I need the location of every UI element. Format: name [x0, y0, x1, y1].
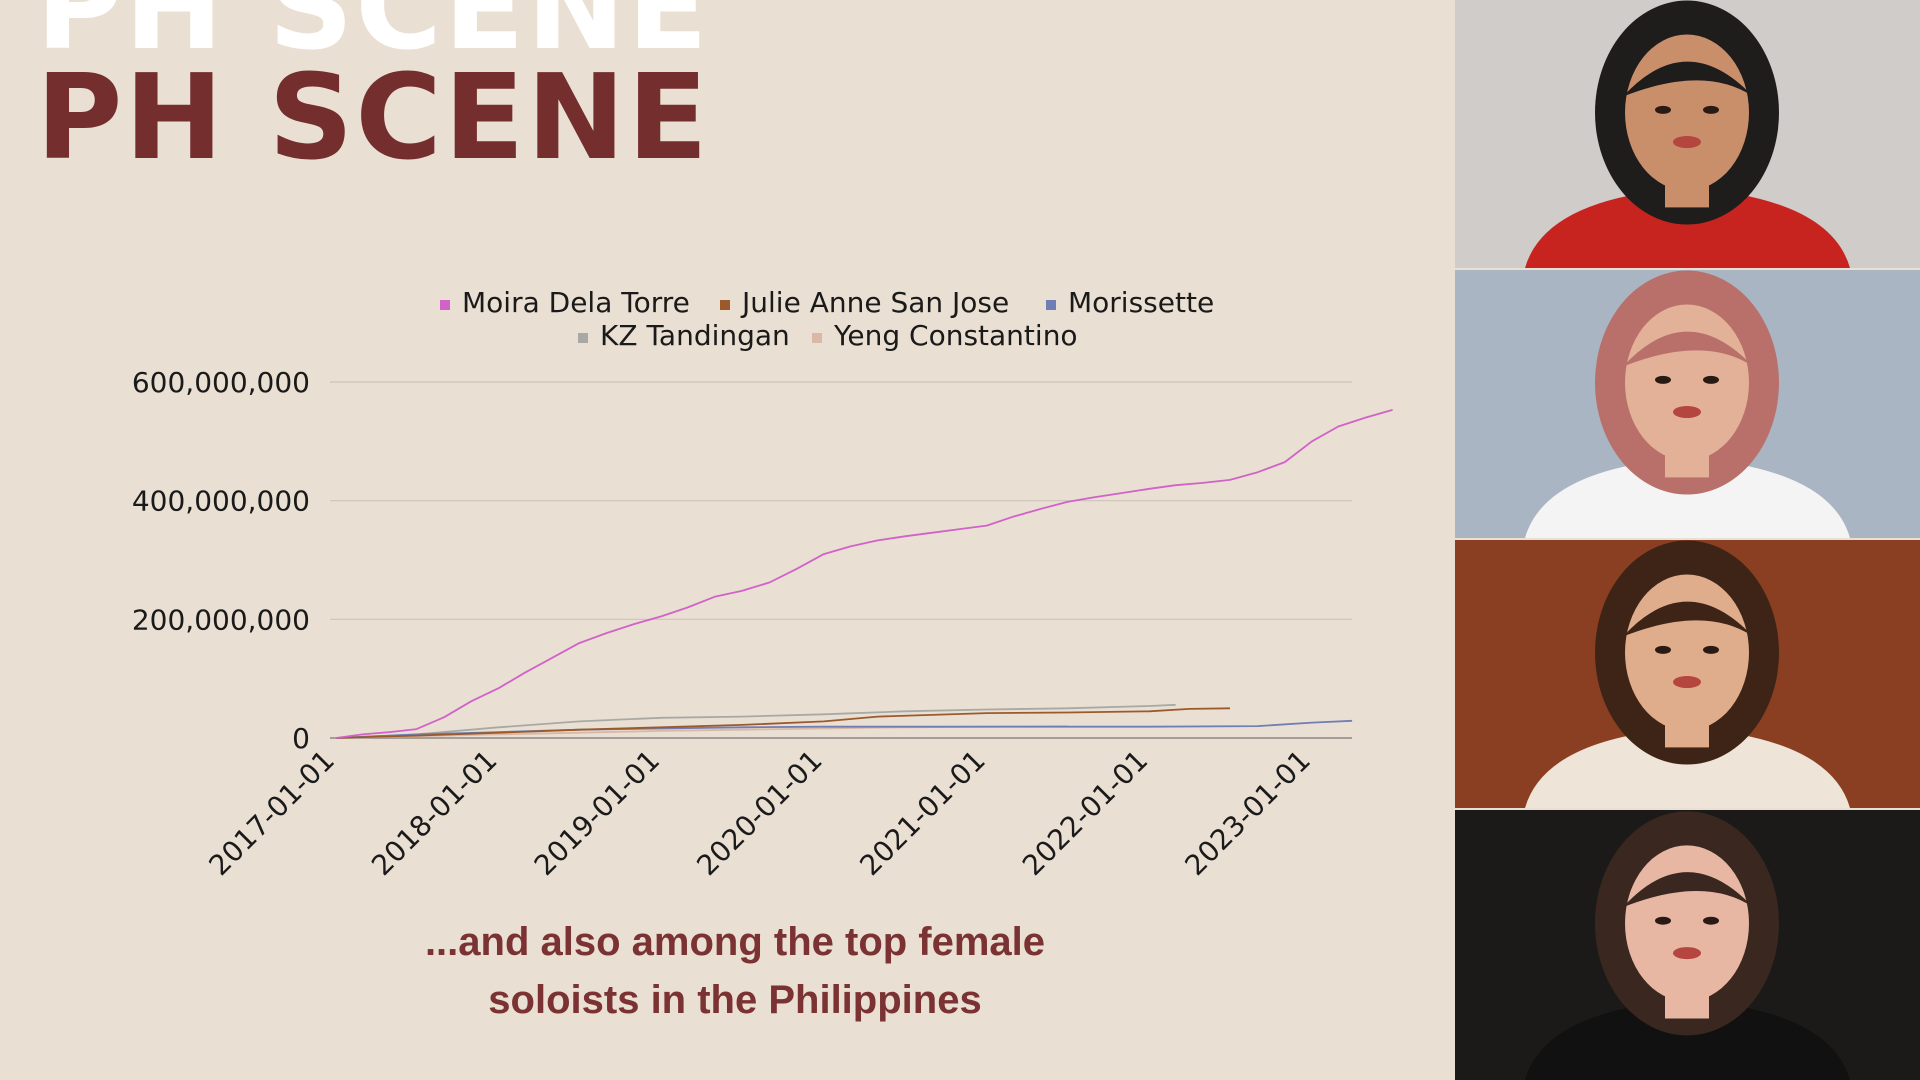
- series-line-kz-tandingan: [335, 703, 1176, 739]
- portrait-image: [1455, 270, 1920, 538]
- legend-swatch: [440, 300, 450, 310]
- legend-swatch: [578, 333, 588, 343]
- x-tick-label: 2018-01-01: [365, 744, 503, 882]
- x-tick-label: 2020-01-01: [690, 744, 828, 882]
- x-tick-label: 2022-01-01: [1016, 744, 1154, 882]
- legend-swatch: [812, 333, 822, 343]
- chart-series: [335, 409, 1393, 739]
- chart-legend: Moira Dela Torre Julie Anne San Jose Moris…: [440, 286, 1214, 352]
- x-tick-label: 2019-01-01: [528, 744, 666, 882]
- x-axis: 2017-01-01 2018-01-01 2019-01-01 2020-01-01…: [203, 744, 1317, 882]
- artist-photo-1: [1455, 0, 1920, 268]
- portrait-image: [1455, 540, 1920, 808]
- x-tick-label: 2017-01-01: [203, 744, 341, 882]
- x-tick-label: 2023-01-01: [1179, 744, 1317, 882]
- y-tick-label: 400,000,000: [132, 485, 310, 518]
- legend-swatch: [1046, 300, 1056, 310]
- y-tick-label: 200,000,000: [132, 603, 310, 636]
- artist-photo-3: [1455, 540, 1920, 808]
- series-line-moira-dela-torre: [335, 409, 1393, 739]
- legend-swatch: [720, 300, 730, 310]
- artist-photo-2: [1455, 270, 1920, 538]
- legend-label: Julie Anne San Jose: [740, 286, 1009, 319]
- series-line-julie-anne-san-jose: [335, 707, 1231, 739]
- y-tick-label: 600,000,000: [132, 366, 310, 399]
- chart-gridlines: [330, 381, 1352, 739]
- x-tick-label: 2021-01-01: [853, 744, 991, 882]
- heading-ghost: PH SCENE: [36, 0, 710, 76]
- photo-strip: [1455, 0, 1920, 1080]
- legend-label: Morissette: [1068, 286, 1214, 319]
- portrait-image: [1455, 810, 1920, 1080]
- legend-label: Moira Dela Torre: [462, 286, 690, 319]
- page-title: PH SCENE: [36, 48, 710, 186]
- line-chart: Moira Dela Torre Julie Anne San Jose Moris…: [132, 286, 1393, 882]
- y-tick-label: 0: [292, 722, 310, 755]
- portrait-image: [1455, 0, 1920, 268]
- legend-label: Yeng Constantino: [833, 319, 1078, 352]
- caption-line-2: soloists in the Philippines: [488, 978, 982, 1022]
- caption-line-1: ...and also among the top female: [424, 920, 1046, 964]
- artist-photo-4: [1455, 810, 1920, 1080]
- legend-label: KZ Tandingan: [600, 319, 790, 352]
- y-axis: 0 200,000,000 400,000,000 600,000,000: [132, 366, 310, 755]
